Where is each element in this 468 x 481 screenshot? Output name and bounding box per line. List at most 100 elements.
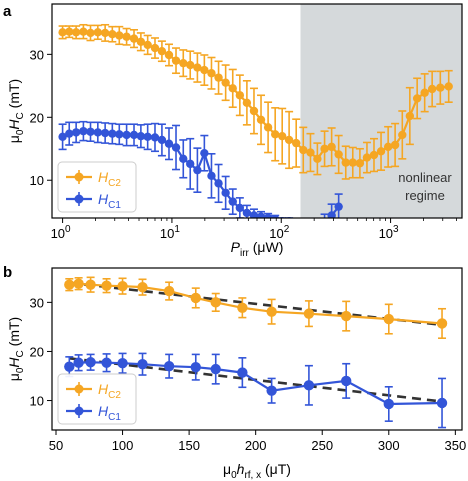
data-point <box>390 140 400 150</box>
data-point <box>115 130 124 139</box>
data-point <box>58 132 67 142</box>
data-point <box>340 310 352 322</box>
data-point <box>348 158 357 167</box>
data-point <box>436 318 448 329</box>
data-point <box>256 115 266 125</box>
data-point <box>221 188 230 198</box>
data-point <box>157 47 167 56</box>
data-point <box>436 83 445 92</box>
data-point <box>284 135 294 145</box>
data-point <box>122 130 131 140</box>
data-point <box>362 153 372 162</box>
panel-b: b 10 20 30 50 100 150 200 250 300 350 μ0hrf, x (μT)… <box>3 264 466 481</box>
data-point <box>263 213 273 218</box>
data-point <box>171 56 181 65</box>
data-point <box>122 32 131 41</box>
data-point <box>93 28 103 37</box>
data-point <box>93 128 103 137</box>
data-point <box>383 398 394 410</box>
data-point <box>190 292 201 304</box>
data-point <box>190 361 201 373</box>
data-point <box>193 165 202 175</box>
data-point <box>376 147 386 156</box>
data-point <box>73 278 84 289</box>
data-point <box>193 63 202 72</box>
data-point <box>101 357 112 368</box>
fit-line-dashed <box>69 281 443 327</box>
x-tick-label: 300 <box>378 438 400 453</box>
data-point <box>294 217 299 218</box>
legend-marker <box>74 384 84 394</box>
series-c1 <box>64 352 448 429</box>
data-point <box>299 218 307 226</box>
data-point <box>420 88 429 97</box>
y-tick-label: 20 <box>30 110 44 125</box>
data-point <box>85 279 96 290</box>
legend-label: HC1 <box>98 403 121 423</box>
data-point <box>117 358 128 369</box>
data-point <box>171 143 181 152</box>
data-point <box>235 203 245 213</box>
data-point <box>436 397 448 409</box>
data-point <box>163 360 175 372</box>
data-point <box>306 219 314 227</box>
legend-marker <box>74 406 84 416</box>
data-point <box>266 306 277 317</box>
x-tick-label: 50 <box>49 438 63 453</box>
nonlinear-region-shading <box>300 4 462 218</box>
data-point <box>340 375 352 387</box>
data-point <box>214 73 223 82</box>
x-tick-label: 100 <box>112 438 134 453</box>
data-point <box>101 280 112 291</box>
legend-label: HC2 <box>98 169 121 189</box>
x-tick-label: 200 <box>245 438 267 453</box>
data-point <box>163 285 175 297</box>
data-point <box>228 84 237 93</box>
data-point <box>383 313 394 325</box>
data-point <box>117 280 128 292</box>
data-point <box>186 60 195 70</box>
data-point <box>179 58 188 68</box>
data-point <box>108 30 117 39</box>
x-tick-label: 102 <box>269 224 289 241</box>
data-point <box>405 111 415 121</box>
data-point <box>210 363 221 375</box>
data-point <box>327 142 336 152</box>
data-point <box>65 129 74 138</box>
data-point <box>266 385 277 396</box>
y-axis-label: μ0HC (mT) <box>6 79 26 143</box>
x-axis-label: Pirr (μW) <box>231 239 284 259</box>
data-point <box>179 154 188 164</box>
data-point <box>129 34 139 43</box>
legend-box <box>57 161 137 213</box>
data-point <box>200 65 209 75</box>
data-point <box>86 28 95 38</box>
data-point <box>64 279 75 290</box>
data-point <box>100 28 110 38</box>
data-point <box>143 40 152 50</box>
data-point <box>306 148 315 157</box>
data-point <box>157 135 167 145</box>
data-point <box>237 367 248 378</box>
data-point <box>86 127 95 136</box>
y-tick-label: 10 <box>30 173 44 188</box>
data-point <box>164 139 174 148</box>
data-point <box>237 302 248 313</box>
data-point <box>249 211 259 218</box>
x-tick-label: 103 <box>379 224 399 241</box>
data-point <box>164 50 174 60</box>
legend-marker <box>74 172 84 182</box>
data-point <box>71 28 81 37</box>
plot-frame <box>51 267 463 431</box>
x-tick-label: 150 <box>178 438 200 453</box>
data-point <box>100 128 110 138</box>
data-point <box>150 133 160 142</box>
data-point <box>303 380 315 391</box>
legend-label: HC2 <box>98 381 121 401</box>
data-point <box>65 27 74 36</box>
data-point <box>271 215 280 218</box>
data-point <box>58 28 67 37</box>
series-c2 <box>64 276 448 340</box>
data-point <box>341 158 350 167</box>
y-tick-label: 30 <box>30 47 44 62</box>
